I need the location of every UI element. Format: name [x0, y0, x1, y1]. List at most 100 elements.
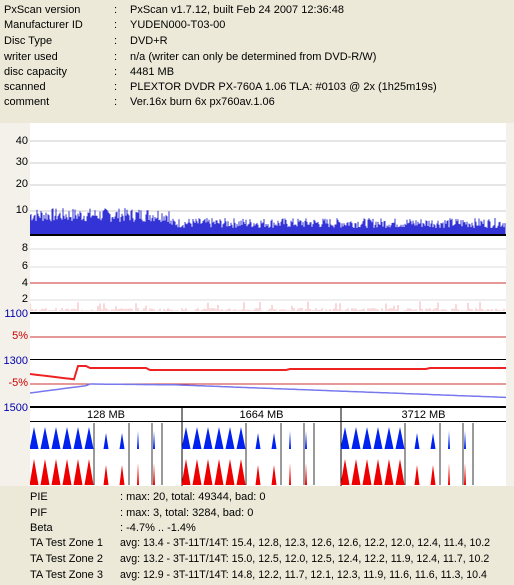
info-colon: : — [114, 35, 118, 47]
ta-peak-red — [192, 459, 202, 485]
ta-peak-blue — [225, 427, 235, 449]
pie-axis-tick: 10 — [15, 204, 28, 216]
beta-axis-pct: -5% — [8, 377, 28, 389]
ta-peak-blue — [30, 427, 39, 449]
pie-plot — [30, 208, 506, 234]
stat-row-pie: PIE : max: 20, total: 49344, bad: 0 — [0, 491, 514, 505]
pif-axis-tick: 2 — [21, 293, 28, 305]
pif-gridlines — [30, 248, 506, 301]
ta-peak-red — [84, 459, 94, 485]
ta-peak-blue — [362, 427, 372, 449]
ta-peak-blue — [255, 433, 261, 449]
ta-peak-blue — [271, 433, 277, 449]
ta-zone-label: TA Test Zone 2 — [30, 553, 103, 565]
info-colon: : — [114, 19, 118, 31]
ta-peak-blue — [51, 427, 61, 449]
beta-top-line — [30, 359, 506, 360]
ta-peak-red — [225, 459, 235, 485]
ta-peak-blue — [351, 427, 361, 449]
ta-peak-red — [214, 459, 224, 485]
pif-axis-tick: 6 — [21, 260, 28, 272]
info-value: n/a (writer can only be determined from … — [130, 51, 377, 63]
ta-peak-blue — [62, 427, 72, 449]
ta-peak-blue — [384, 427, 394, 449]
info-label: comment — [4, 96, 50, 108]
ta-peak-red — [384, 459, 394, 485]
ta-peak-blue — [373, 427, 383, 449]
ta-peak-blue — [40, 427, 50, 449]
ta-peak-red — [236, 459, 246, 485]
scan-graph — [30, 123, 506, 486]
jitter-axis-top: 1100 — [4, 308, 28, 320]
ta-zone-value: avg: 12.9 - 3T-11T/14T: 14.8, 12.2, 11.7… — [120, 569, 487, 581]
pie-gridlines — [30, 140, 506, 212]
zone-label-3: 3712 MB — [401, 409, 446, 421]
ta-peak-red — [271, 465, 277, 485]
pie-axis-tick: 40 — [15, 135, 28, 147]
ta-peak-red — [181, 459, 191, 485]
info-colon: : — [114, 96, 118, 108]
ta-peak-blue — [119, 433, 125, 449]
ta-peak-blue — [203, 427, 213, 449]
ta-peak-blue — [305, 431, 307, 449]
stat-label: PIF — [30, 507, 48, 519]
beta-axis-top: 1300 — [3, 355, 28, 367]
section-divider — [30, 312, 506, 314]
beta-axis-bottom: 1500 — [3, 402, 28, 414]
stat-value: : max: 3, total: 3284, bad: 0 — [120, 507, 254, 519]
ta-peak-blue — [103, 433, 109, 449]
pie-axis-tick: 20 — [15, 178, 28, 190]
ta-peak-blue — [84, 427, 94, 449]
ta-zone-value: avg: 13.4 - 3T-11T/14T: 15.4, 12.8, 12.3… — [120, 537, 491, 549]
info-colon: : — [114, 4, 118, 16]
ta-peak-red — [289, 463, 291, 485]
ta-zone-row-1: TA Test Zone 1 avg: 13.4 - 3T-11T/14T: 1… — [0, 537, 514, 551]
info-row-scanned: scanned : PLEXTOR DVDR PX-760A 1.06 TLA:… — [0, 81, 514, 95]
info-label: disc capacity — [4, 66, 67, 78]
ta-peak-red — [30, 459, 39, 485]
pif-axis-tick: 8 — [21, 242, 28, 254]
ta-peak-blue — [73, 427, 83, 449]
stat-row-pif: PIF : max: 3, total: 3284, bad: 0 — [0, 507, 514, 521]
zone-label-2: 1664 MB — [239, 409, 284, 421]
ta-peak-red — [448, 463, 450, 485]
stat-row-beta: Beta : -4.7% .. -1.4% — [0, 522, 514, 536]
ta-peak-red — [40, 459, 50, 485]
ta-peak-blue — [137, 431, 139, 449]
info-label: Disc Type — [4, 35, 53, 47]
ta-peak-blue — [430, 433, 436, 449]
ta-peak-blue — [192, 427, 202, 449]
zone-header-line — [30, 421, 506, 422]
ta-peak-red — [73, 459, 83, 485]
stat-value: : -4.7% .. -1.4% — [120, 522, 196, 534]
ta-peak-red — [395, 459, 405, 485]
info-colon: : — [114, 66, 118, 78]
scan-chart-area: 40 30 20 10 8 6 4 2 1100 5% 1300 -5% 150… — [0, 123, 514, 486]
info-row-disc-capacity: disc capacity : 4481 MB — [0, 66, 514, 80]
ta-peak-red — [414, 465, 420, 485]
info-row-pxscan-version: PxScan version : PxScan v1.7.12, built F… — [0, 4, 514, 18]
info-row-writer-used: writer used : n/a (writer can only be de… — [0, 51, 514, 65]
ta-peak-blue — [153, 431, 155, 449]
info-value: PLEXTOR DVDR PX-760A 1.06 TLA: #0103 @ 2… — [130, 81, 437, 93]
pif-trace — [30, 301, 505, 311]
ta-peak-red — [351, 459, 361, 485]
ta-peak-blue — [340, 427, 350, 449]
ta-peak-red — [119, 465, 125, 485]
info-row-comment: comment : Ver.16x burn 6x px760av.1.06 — [0, 96, 514, 110]
ta-peak-red — [255, 465, 261, 485]
ta-peak-red — [137, 463, 139, 485]
section-divider — [30, 406, 506, 408]
ta-peak-red — [305, 463, 307, 485]
stat-label: PIE — [30, 491, 48, 503]
info-label: PxScan version — [4, 4, 81, 16]
info-colon: : — [114, 51, 118, 63]
ta-peak-red — [203, 459, 213, 485]
beta-red-curve — [30, 365, 506, 381]
ta-peak-red — [430, 465, 436, 485]
ta-peak-red — [51, 459, 61, 485]
info-row-disc-type: Disc Type : DVD+R — [0, 35, 514, 49]
ta-peak-red — [62, 459, 72, 485]
pie-trace — [30, 208, 506, 234]
pif-plot — [30, 301, 505, 311]
